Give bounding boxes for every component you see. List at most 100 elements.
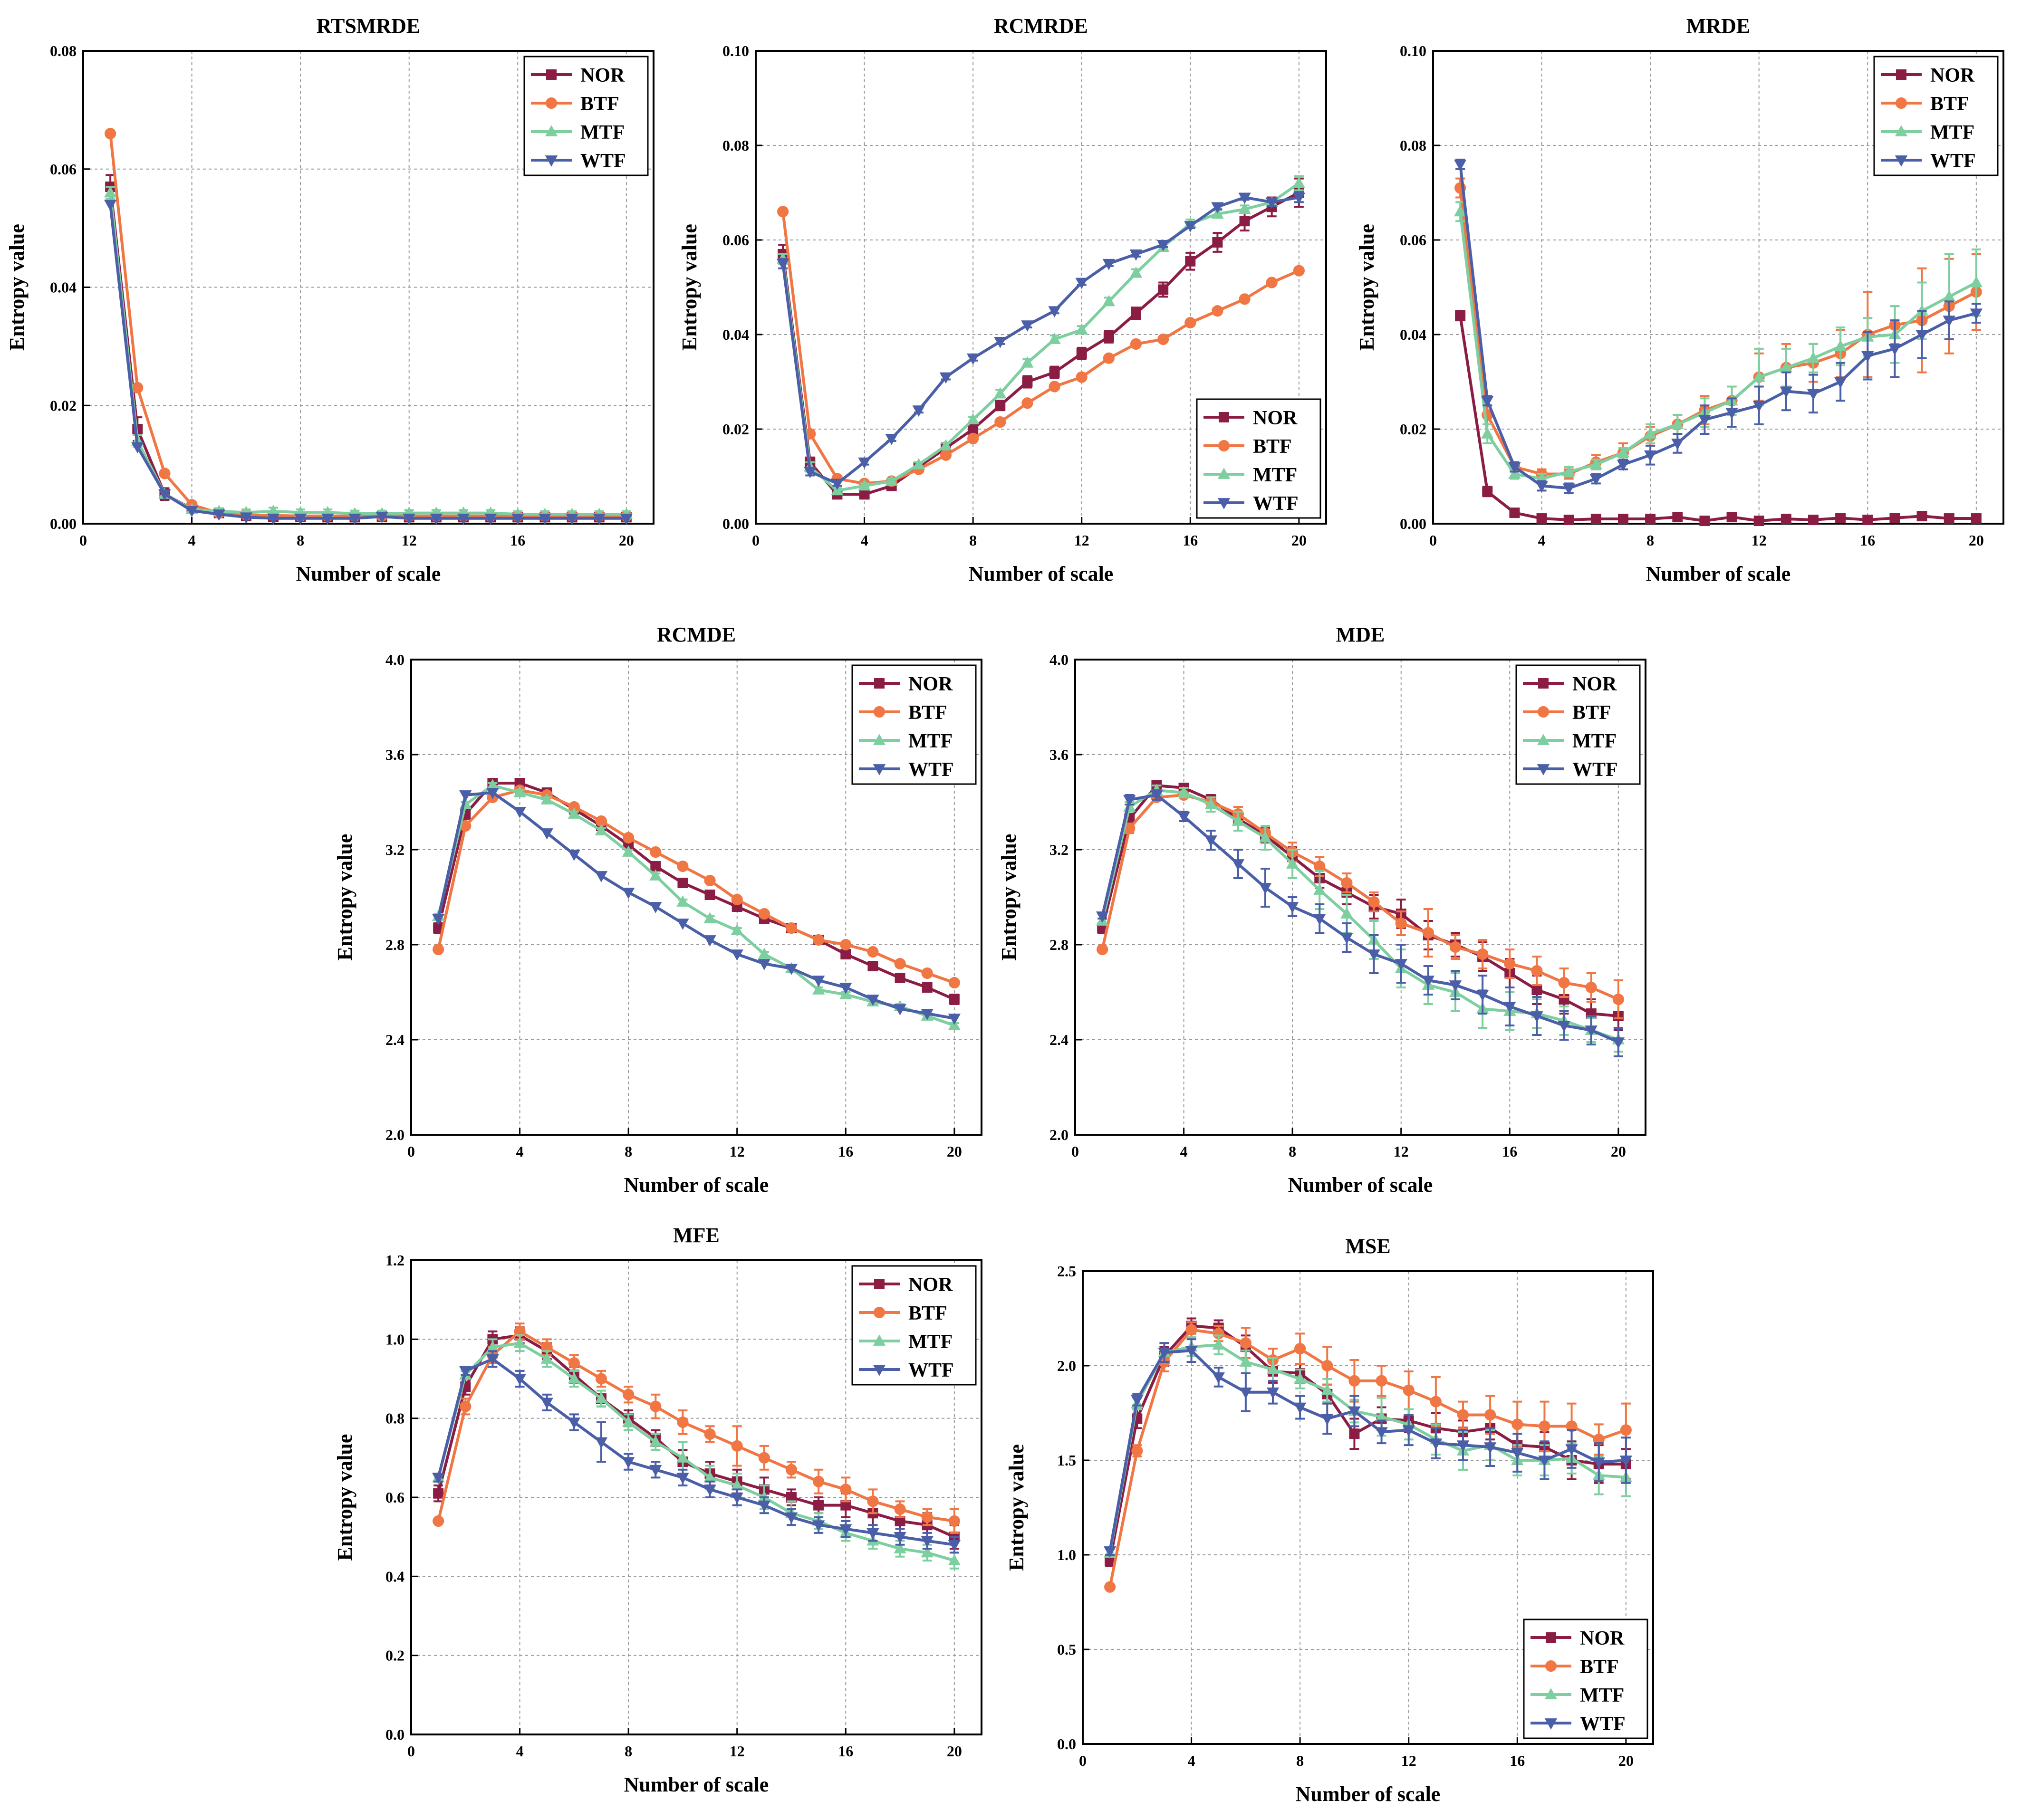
data-point xyxy=(1348,1375,1360,1387)
data-point xyxy=(1403,1384,1415,1396)
data-point xyxy=(895,973,905,983)
series-line xyxy=(437,1357,955,1546)
x-tick-label: 20 xyxy=(1291,532,1307,549)
plot-frame xyxy=(410,659,982,1136)
legend-item-wtf: WTF xyxy=(1530,1713,1626,1735)
data-point xyxy=(321,513,334,525)
legend: NOR BTF MTF WTF xyxy=(1515,664,1641,785)
data-point xyxy=(1076,348,1087,359)
data-point xyxy=(839,983,852,994)
data-point xyxy=(1213,1328,1224,1340)
data-point xyxy=(1130,338,1142,350)
y-tick-label: 0.00 xyxy=(722,515,749,532)
legend-item-mtf: MTF xyxy=(1203,464,1297,486)
data-point xyxy=(459,1366,472,1378)
plot-frame xyxy=(1432,50,2004,525)
chart-mrde: 0 4 8 12 16 20 0.00 0.02 0.04 0.06 0.08 0.10 MRDE Num… xyxy=(1355,14,2004,585)
data-point xyxy=(940,449,952,461)
chart-mfe: 0 4 8 12 16 20 0.0 0.2 0.4 0.6 0.8 1.0 1.2 MFE Number … xyxy=(333,1224,982,1796)
legend-marker xyxy=(1896,69,1906,80)
data-point xyxy=(1531,985,1542,995)
legend-label: BTF xyxy=(908,1303,947,1324)
data-point xyxy=(948,1515,960,1527)
series-line xyxy=(1459,164,1977,490)
x-tick-label: 8 xyxy=(1296,1752,1304,1769)
data-point xyxy=(159,468,171,479)
data-point xyxy=(513,1336,526,1348)
data-point xyxy=(1563,515,1574,526)
data-point xyxy=(1589,474,1603,486)
data-point xyxy=(1481,427,1494,439)
data-point xyxy=(1259,831,1272,843)
data-point xyxy=(1156,240,1170,251)
data-point xyxy=(1286,857,1299,869)
data-point xyxy=(704,1428,716,1440)
data-point xyxy=(703,935,716,947)
legend-marker xyxy=(1544,1718,1558,1730)
data-point xyxy=(1294,1343,1306,1355)
legend-label: MTF xyxy=(1580,1685,1624,1706)
legend-label: NOR xyxy=(580,65,625,86)
y-tick-label: 2.4 xyxy=(385,1031,404,1048)
data-point xyxy=(1314,860,1326,872)
data-point xyxy=(649,1465,662,1476)
data-point xyxy=(649,902,662,913)
data-point xyxy=(1536,513,1547,524)
data-point xyxy=(885,474,898,486)
y-tick-label: 2.0 xyxy=(385,1126,404,1143)
legend-label: WTF xyxy=(1580,1713,1626,1735)
data-point xyxy=(968,424,979,434)
legend-marker xyxy=(1218,440,1230,452)
legend-item-wtf: WTF xyxy=(1203,493,1299,515)
y-tick-label: 0.02 xyxy=(50,397,77,414)
data-point xyxy=(1375,1427,1388,1439)
data-point xyxy=(1239,293,1251,305)
data-point xyxy=(1293,265,1305,277)
data-point xyxy=(1212,1338,1225,1350)
data-point xyxy=(1177,812,1190,823)
data-point xyxy=(1232,814,1245,826)
data-point xyxy=(867,1495,879,1507)
data-point xyxy=(894,1532,906,1543)
x-tick-label: 12 xyxy=(1394,1143,1409,1160)
data-point xyxy=(1618,514,1628,525)
x-tick-label: 8 xyxy=(1289,1143,1296,1160)
data-point xyxy=(921,1546,934,1558)
x-tick-label: 0 xyxy=(1429,532,1437,549)
data-point xyxy=(866,995,879,1006)
data-point xyxy=(995,400,1006,411)
y-tick-label: 0.02 xyxy=(1400,421,1426,438)
y-tick-label: 0.08 xyxy=(722,137,749,154)
data-point xyxy=(1620,1424,1632,1436)
legend-label: WTF xyxy=(908,759,954,781)
data-point xyxy=(1293,1402,1307,1414)
data-point xyxy=(1048,306,1061,317)
data-point xyxy=(1538,1456,1551,1467)
y-tick-label: 2.8 xyxy=(1049,936,1068,953)
legend-frame xyxy=(1523,1619,1648,1739)
data-point xyxy=(1835,513,1846,524)
data-point xyxy=(104,186,117,198)
data-point xyxy=(859,489,870,500)
data-point xyxy=(540,793,553,805)
series-mtf xyxy=(432,779,961,1030)
series-line xyxy=(109,204,626,520)
chart-title: MFE xyxy=(673,1224,720,1247)
legend-label: BTF xyxy=(908,702,947,724)
data-point xyxy=(1184,221,1197,232)
legend-item-nor: NOR xyxy=(1881,65,1975,86)
series-mtf xyxy=(1096,784,1625,1053)
data-point xyxy=(1457,1409,1469,1421)
data-point xyxy=(1124,822,1136,834)
data-point xyxy=(948,1554,961,1565)
data-point xyxy=(240,512,253,524)
data-point xyxy=(568,801,580,813)
legend-item-btf: BTF xyxy=(1523,702,1611,724)
legend-item-btf: BTF xyxy=(531,93,619,115)
data-point xyxy=(1259,883,1272,894)
data-point xyxy=(623,832,635,844)
series-line xyxy=(1101,784,1619,1017)
data-point xyxy=(1585,1025,1598,1037)
series-nor xyxy=(1097,780,1624,1031)
x-tick-label: 20 xyxy=(619,532,634,549)
